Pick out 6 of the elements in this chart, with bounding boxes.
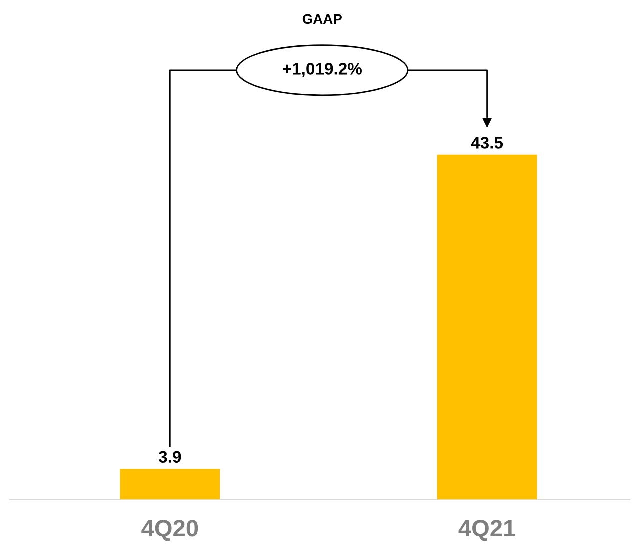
x-tick-label: 4Q21 bbox=[458, 520, 516, 542]
x-tick-label: 4Q20 bbox=[142, 520, 198, 542]
data-label: 3.9 bbox=[158, 451, 182, 464]
text: +1,019.2% bbox=[283, 63, 362, 78]
text: GAAP bbox=[302, 14, 342, 24]
data-label: 43.5 bbox=[471, 137, 504, 149]
